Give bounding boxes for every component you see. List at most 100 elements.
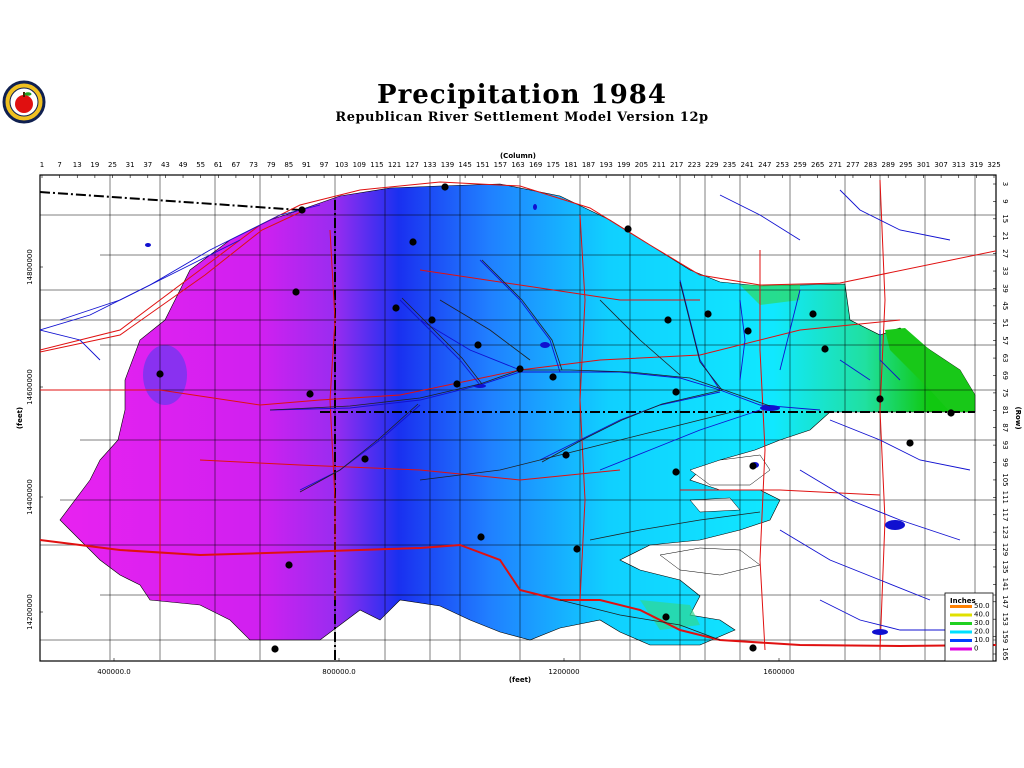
column-tick-label: 79 [267,161,276,169]
legend-swatch [950,622,972,625]
column-tick-label: 241 [740,161,753,169]
column-tick-label: 49 [179,161,188,169]
column-tick-label: 187 [582,161,595,169]
row-tick-label: 39 [1001,284,1009,293]
column-tick-label: 127 [406,161,419,169]
row-tick-label: 165 [1001,647,1009,660]
column-tick-label: 73 [249,161,258,169]
column-tick-label: 325 [987,161,1000,169]
column-tick-label: 175 [547,161,560,169]
x-tick-label: 400000.0 [97,668,130,676]
y-tick-label: 14600000 [26,369,34,405]
column-tick-label: 85 [284,161,293,169]
row-tick-label: 81 [1001,406,1009,415]
column-tick-label: 13 [73,161,82,169]
column-tick-label: 133 [423,161,436,169]
column-tick-label: 199 [617,161,630,169]
x-tick-label: 1600000 [763,668,794,676]
column-tick-labels: 1 7 13 19 25 31 37 43 49 55 61 67 73 79 85 91 97 103 109 11… [40,161,1001,178]
legend-label: 30.0 [974,619,990,627]
column-tick-label: 55 [196,161,205,169]
x-tick-label: 800000.0 [322,668,355,676]
legend-label: 20.0 [974,628,990,636]
column-tick-label: 169 [529,161,542,169]
column-tick-label: 31 [126,161,135,169]
row-tick-label: 75 [1001,388,1009,397]
map-title: Precipitation 1984 [377,80,667,110]
row-tick-label: 3 [1001,182,1009,186]
column-tick-label: 265 [811,161,824,169]
y-tick-label: 14200000 [26,594,34,630]
column-tick-label: 211 [652,161,665,169]
column-tick-label: 271 [829,161,842,169]
x-tick-labels: 400000.0 800000.0 1200000 1600000 [97,658,795,676]
y-tick-labels: 14800000 14600000 14400000 14200000 [26,249,43,630]
legend-swatch [950,630,972,634]
column-tick-label: 205 [635,161,648,169]
legend: Inches 50.040.030.020.010.00 [944,592,994,662]
column-tick-label: 97 [320,161,329,169]
column-tick-label: 229 [705,161,718,169]
legend-swatch [950,613,972,617]
row-tick-labels: 3915212733394551576369758187939910511111… [993,182,1009,661]
row-tick-label: 45 [1001,301,1009,310]
row-tick-label: 93 [1001,441,1009,450]
row-tick-label: 21 [1001,232,1009,241]
column-tick-label: 277 [846,161,859,169]
row-tick-label: 153 [1001,612,1009,625]
legend-label: 40.0 [974,611,990,619]
column-tick-label: 145 [458,161,471,169]
legend-swatch [950,605,972,608]
row-tick-label: 123 [1001,525,1009,538]
column-tick-label: 295 [899,161,912,169]
legend-swatch [950,647,972,651]
column-tick-label: 163 [511,161,524,169]
row-tick-label: 147 [1001,595,1009,608]
y-axis-label: (feet) [16,407,24,429]
column-tick-label: 289 [882,161,895,169]
row-tick-label: 15 [1001,214,1009,223]
column-tick-label: 235 [723,161,736,169]
legend-swatch [950,639,972,642]
row-tick-label: 111 [1001,491,1009,504]
column-tick-label: 247 [758,161,771,169]
row-tick-label: 9 [1001,199,1009,203]
x-axis-label: (feet) [509,676,531,684]
column-tick-label: 67 [231,161,240,169]
row-tick-label: 27 [1001,249,1009,258]
row-tick-label: 63 [1001,354,1009,363]
apple-seal-logo-icon [2,80,46,124]
row-tick-label: 57 [1001,336,1009,345]
x-tick-label: 1200000 [548,668,579,676]
row-tick-label: 33 [1001,267,1009,276]
column-tick-label: 313 [952,161,965,169]
column-tick-label: 1 [40,161,44,169]
row-tick-label: 141 [1001,578,1009,591]
station-points [156,183,955,653]
row-tick-label: 51 [1001,319,1009,328]
column-tick-label: 157 [494,161,507,169]
row-axis-label: (Row) [1014,406,1022,429]
row-tick-label: 69 [1001,371,1009,380]
column-tick-label: 19 [90,161,99,169]
column-tick-label: 151 [476,161,489,169]
column-tick-label: 109 [353,161,366,169]
column-tick-label: 283 [864,161,877,169]
column-tick-label: 25 [108,161,117,169]
column-axis-label: (Column) [500,152,536,160]
legend-label: 0 [974,645,978,653]
column-tick-label: 301 [917,161,930,169]
row-tick-label: 99 [1001,458,1009,467]
column-tick-label: 253 [776,161,789,169]
row-tick-label: 159 [1001,630,1009,643]
column-tick-label: 319 [970,161,983,169]
legend-label: 10.0 [974,636,990,644]
column-tick-label: 193 [599,161,612,169]
y-tick-label: 14800000 [26,249,34,285]
column-tick-label: 223 [688,161,701,169]
row-tick-label: 87 [1001,423,1009,432]
column-tick-label: 307 [934,161,947,169]
legend-label: 50.0 [974,602,990,610]
row-tick-label: 105 [1001,473,1009,486]
